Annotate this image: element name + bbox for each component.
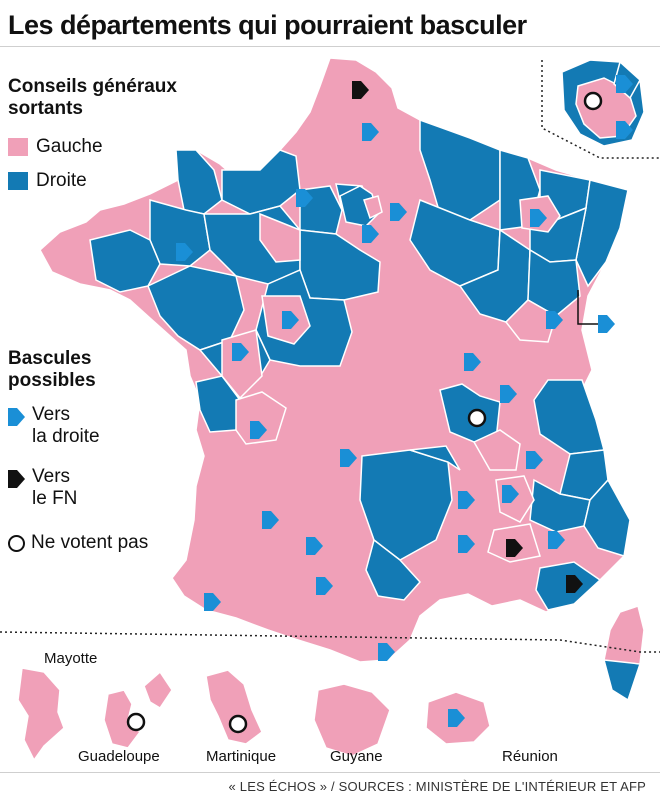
dept-alpes-maritimes [583,478,631,557]
source-footer: « LES ÉCHOS » / SOURCES : MINISTÈRE DE L… [0,772,660,794]
dept-orne-pink [259,212,301,263]
overseas-shapes [17,667,491,762]
legend-to-right: Vers la droite [8,404,100,448]
blue-arrow-icon [8,408,25,426]
gauche-departements [221,195,561,563]
black-arrow-icon [8,470,25,488]
label-mayotte: Mayotte [44,650,98,667]
martinique-no-vote [228,714,248,734]
label-reunion: Réunion [502,748,558,765]
martinique-shape [205,669,263,745]
label-guyane: Guyane [330,748,383,765]
circle-icon [8,534,25,552]
title-divider [0,46,660,47]
legend-to-fn: Vers le FN [8,466,77,510]
dept-haute-loire [409,445,461,471]
legend-no-vote: Ne votent pas [8,532,148,554]
page-title: Les départements qui pourraient basculer [8,10,527,40]
gauche-swatch [8,138,28,156]
droite-swatch [8,172,28,190]
label-guadeloupe: Guadeloupe [78,748,160,765]
legend-councils-heading: Conseils généraux sortants [8,76,177,119]
legend-gauche: Gauche [8,136,103,158]
dept-aveyron [365,538,422,601]
label-martinique: Martinique [206,748,277,765]
guadeloupe-no-vote [126,712,146,732]
legend-swing-heading: Bascules possibles [8,348,96,391]
dept-isere-pink [472,429,521,471]
dept-morbihan [89,229,161,293]
rhone-no-vote [467,408,487,428]
paris-inset [561,59,645,147]
dept-manche [175,149,223,215]
dept-charente-pink [235,391,287,445]
france-map [0,57,660,762]
guyane-shape [313,683,391,757]
dept-paris-pink [363,195,383,220]
legend-droite: Droite [8,170,87,192]
guadeloupe-shape [103,670,173,749]
corse [602,605,645,702]
mayotte-shape [17,667,65,762]
overseas-divider [0,631,660,653]
inset-no-vote [583,91,603,111]
